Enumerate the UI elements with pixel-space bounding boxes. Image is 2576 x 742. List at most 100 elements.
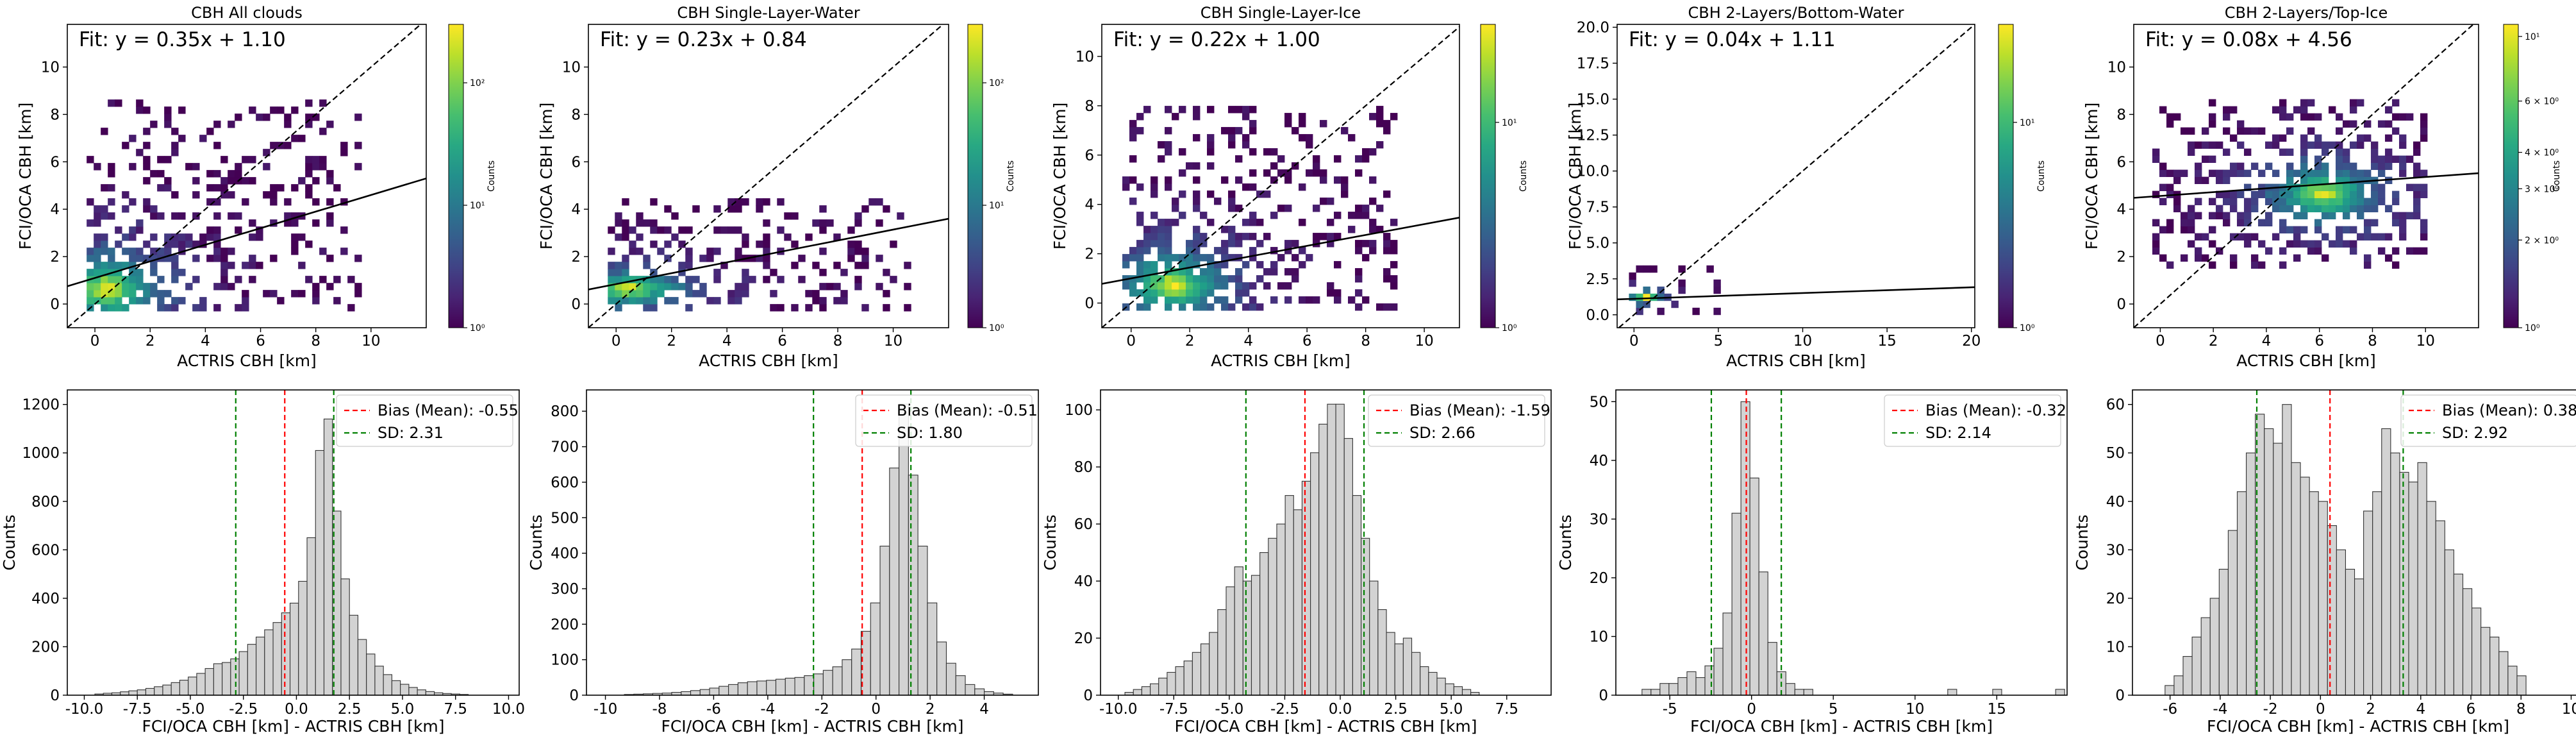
heatmap-cell [319, 156, 327, 164]
heatmap-cell [608, 248, 615, 255]
heatmap-cell [2173, 176, 2181, 185]
heatmap-cell [812, 297, 820, 305]
heatmap-cell [636, 212, 644, 220]
heatmap-cell [2335, 176, 2343, 185]
heatmap-cell [108, 248, 115, 255]
heatmap-cell [101, 262, 108, 269]
heatmap-cell [2342, 190, 2350, 199]
histogram-panel-3: -10.0 -7.5 -5.0 -2.5 0.0 2.5 5.0 7.502040608010… [1041, 389, 1552, 736]
heatmap-cell [192, 276, 200, 283]
heatmap-cell [1369, 176, 1377, 184]
heatmap-cell [298, 233, 306, 241]
heatmap-cell [2328, 198, 2336, 206]
heatmap-cell [727, 198, 735, 206]
heatmap-cell [664, 240, 672, 248]
heatmap-cell [2377, 233, 2386, 241]
histogram-bar [1411, 652, 1421, 696]
legend-sd-label: SD: 2.31 [378, 424, 444, 442]
heatmap-cell [1179, 268, 1186, 276]
heatmap-cell [1256, 219, 1264, 226]
heatmap-cell [1200, 254, 1208, 262]
heatmap-cell [319, 99, 327, 107]
heatmap-panel-4: 0 5 10 15 200.02.55.07.510.012.515.017.520.0… [1566, 4, 2047, 370]
histogram-bar [1310, 452, 1320, 696]
heatmap-cell [1143, 275, 1151, 283]
heatmap-cell [2272, 190, 2280, 199]
heatmap-cell [1122, 176, 1130, 184]
histogram-bar [289, 602, 299, 696]
heatmap-cell [2398, 141, 2407, 149]
heatmap-cell [2257, 183, 2266, 192]
histogram-bar [936, 641, 947, 696]
plot-frame [2133, 24, 2479, 328]
heatmap-cell [256, 114, 263, 121]
heatmap-cell [2335, 205, 2343, 213]
heatmap-cell [2363, 254, 2372, 262]
heatmap-cell [1136, 261, 1144, 269]
histogram-bar [945, 662, 956, 696]
heatmap-cell [847, 248, 855, 255]
heatmap-cell [2356, 212, 2364, 220]
heatmap-cell [791, 262, 799, 269]
x-tick-label: 2 [667, 333, 676, 350]
heatmap-cell [685, 290, 693, 298]
heatmap-cell [150, 269, 158, 276]
heatmap-cell [2243, 219, 2252, 227]
heatmap-cell [1327, 282, 1334, 290]
heatmap-cell [692, 205, 700, 213]
heatmap-cell [178, 297, 186, 305]
heatmap-cell [2314, 205, 2322, 213]
heatmap-cell [178, 212, 186, 220]
heatmap-cell [777, 198, 785, 206]
heatmap-cell [1221, 296, 1229, 304]
heatmap-cell [812, 290, 820, 298]
heatmap-cell [2398, 113, 2407, 121]
heatmap-cell [2208, 169, 2216, 178]
histogram-bar [1453, 686, 1463, 696]
legend-sd-label: SD: 2.66 [1409, 424, 1475, 442]
heatmap-cell [2286, 198, 2294, 206]
heatmap-cell [319, 128, 327, 135]
histogram-bar [170, 682, 180, 696]
heatmap-cell [1129, 289, 1137, 297]
heatmap-cell [2272, 205, 2280, 213]
y-tick-label: 12.5 [1577, 128, 1609, 144]
heatmap-cell [1369, 240, 1377, 248]
heatmap-cell [2166, 113, 2174, 121]
histogram-bar [1192, 652, 1202, 696]
colorbar-tick-label: 10¹ [2020, 118, 2034, 128]
heatmap-cell [249, 255, 256, 262]
heatmap-cell [2342, 198, 2350, 206]
heatmap-cell [1277, 282, 1285, 290]
heatmap-cell [1355, 289, 1363, 297]
heatmap-cell [727, 205, 735, 213]
heatmap-cell [1129, 127, 1137, 135]
heatmap-cell [2420, 134, 2428, 142]
heatmap-cell [1713, 307, 1721, 316]
colorbar [448, 24, 464, 328]
heatmap-cell [2321, 233, 2329, 241]
heatmap-cell [1186, 254, 1193, 262]
heatmap-cell [1249, 148, 1257, 156]
heatmap-cell [1136, 275, 1144, 283]
heatmap-cell [876, 198, 883, 206]
heatmap-cell [2279, 198, 2287, 206]
y-tick-label: 2.5 [1586, 271, 1609, 288]
x-tick-label: 20 [1962, 333, 1981, 350]
heatmap-cell [305, 276, 313, 283]
heatmap-cell [1151, 289, 1158, 297]
x-tick-label: -2.5 [1270, 701, 1299, 718]
heatmap-cell [150, 283, 158, 291]
heatmap-cells [2134, 24, 2479, 328]
heatmap-cell [2279, 148, 2287, 156]
heatmap-cell [2222, 127, 2231, 135]
heatmap-cell [2363, 205, 2372, 213]
heatmap-cell [1221, 240, 1229, 248]
histogram-bar [315, 450, 325, 696]
histogram-bar [1420, 666, 1429, 696]
legend-bias-label: Bias (Mean): -0.51 [897, 401, 1038, 419]
heatmap-cell [1249, 233, 1257, 240]
heatmap-cell [861, 205, 869, 213]
heatmap-cell [2286, 240, 2294, 248]
heatmap-cell [164, 106, 172, 114]
